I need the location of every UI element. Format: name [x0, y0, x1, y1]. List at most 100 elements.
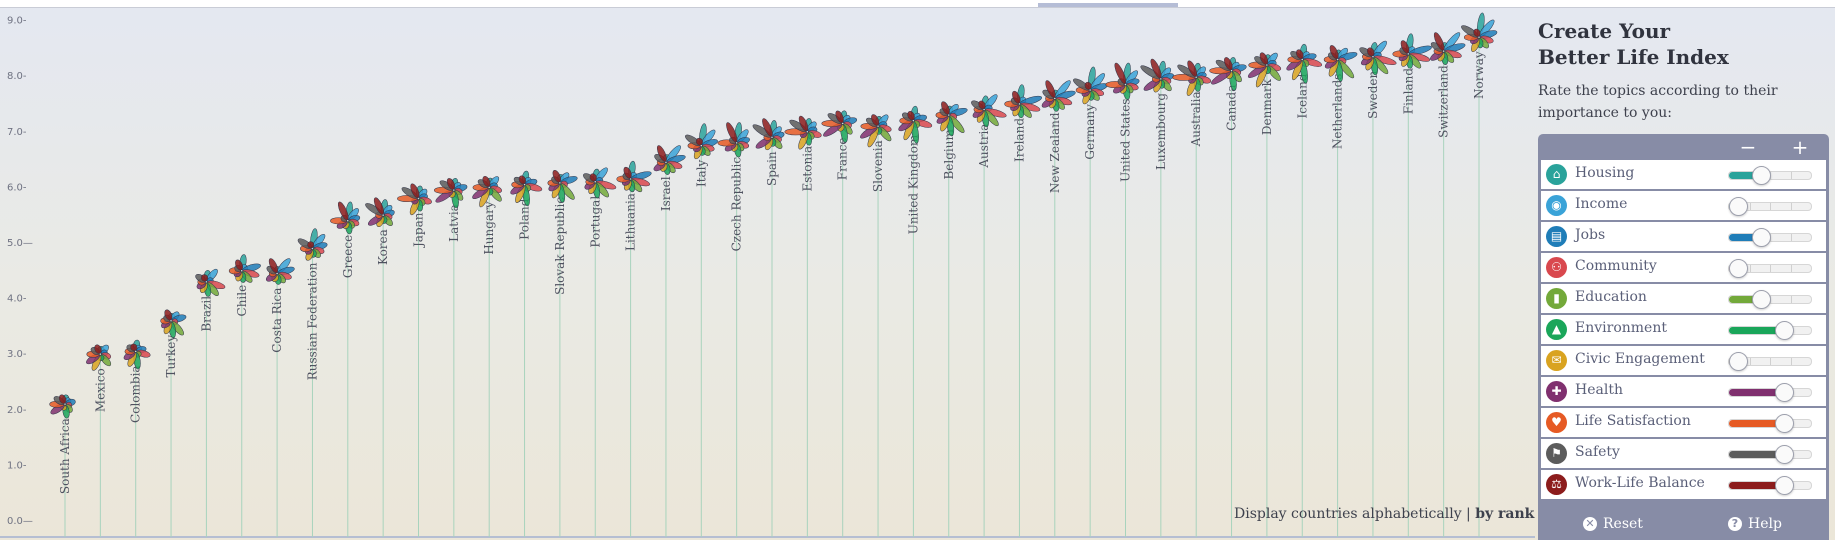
country-label[interactable]: Turkey: [164, 335, 178, 378]
slider-thumb[interactable]: [1752, 166, 1771, 185]
country-flower[interactable]: [1172, 60, 1212, 97]
country-label[interactable]: Chile: [235, 285, 249, 317]
country-label[interactable]: Korea: [376, 229, 390, 265]
country-flower[interactable]: [1247, 51, 1283, 88]
country-label[interactable]: Denmark: [1260, 78, 1274, 135]
country-flower[interactable]: [582, 166, 617, 199]
country-flower[interactable]: [751, 117, 785, 151]
topic-slider[interactable]: [1728, 197, 1812, 216]
country-label[interactable]: Australia: [1189, 91, 1203, 147]
country-flower[interactable]: [935, 100, 968, 137]
country-label[interactable]: Costa Rica: [270, 288, 284, 353]
country-flower[interactable]: [1323, 44, 1358, 82]
country-label[interactable]: Brazil: [199, 296, 213, 332]
topic-slider[interactable]: [1728, 414, 1812, 433]
decrease-all-button[interactable]: −: [1739, 135, 1757, 159]
country-flower[interactable]: [265, 257, 295, 285]
slider-thumb[interactable]: [1775, 383, 1794, 402]
country-label[interactable]: South Africa: [58, 418, 72, 494]
country-flower[interactable]: [821, 110, 858, 143]
country-flower[interactable]: [1209, 56, 1248, 91]
topic-slider[interactable]: [1728, 290, 1812, 309]
help-button[interactable]: ? Help: [1728, 508, 1782, 540]
country-label[interactable]: Greece: [341, 235, 355, 278]
reset-button[interactable]: ✕ Reset: [1583, 508, 1643, 540]
country-label[interactable]: Norway: [1472, 51, 1486, 99]
country-label[interactable]: Slovak Republic: [553, 197, 567, 295]
country-flower[interactable]: [1072, 66, 1108, 105]
country-label[interactable]: France: [836, 137, 850, 180]
increase-all-button[interactable]: +: [1791, 135, 1809, 159]
slider-thumb[interactable]: [1775, 476, 1794, 495]
topic-slider[interactable]: [1728, 352, 1812, 371]
country-flower[interactable]: [1004, 84, 1043, 119]
country-label[interactable]: Germany: [1083, 104, 1097, 160]
country-flower[interactable]: [1358, 39, 1397, 76]
country-flower[interactable]: [160, 309, 187, 339]
country-label[interactable]: Iceland: [1295, 73, 1309, 118]
topic-slider[interactable]: [1728, 383, 1812, 402]
topic-slider[interactable]: [1728, 228, 1812, 247]
slider-thumb[interactable]: [1752, 290, 1771, 309]
country-flower[interactable]: [1285, 43, 1323, 84]
country-label[interactable]: Switzerland: [1437, 65, 1451, 138]
country-flower[interactable]: [1392, 33, 1433, 70]
country-label[interactable]: Czech Republic: [730, 157, 744, 252]
country-flower[interactable]: [471, 175, 504, 208]
country-flower[interactable]: [859, 113, 893, 148]
country-label[interactable]: United Kingdom: [906, 134, 920, 234]
country-label[interactable]: Sweden: [1366, 70, 1380, 118]
country-label[interactable]: Canada: [1225, 85, 1239, 131]
country-label[interactable]: Italy: [694, 159, 708, 187]
country-label[interactable]: United States: [1119, 99, 1133, 182]
topic-slider[interactable]: [1728, 259, 1812, 278]
country-label[interactable]: Ireland: [1012, 118, 1026, 162]
country-flower[interactable]: [433, 177, 468, 209]
country-flower[interactable]: [897, 105, 933, 144]
country-flower[interactable]: [970, 93, 1007, 128]
country-label[interactable]: Russian Federation: [305, 262, 319, 380]
country-label[interactable]: Netherlands: [1331, 74, 1345, 150]
country-label[interactable]: Colombia: [129, 365, 143, 423]
topic-slider[interactable]: [1728, 321, 1812, 340]
country-label[interactable]: Finland: [1401, 68, 1415, 115]
country-flower[interactable]: [717, 121, 751, 158]
slider-thumb[interactable]: [1775, 321, 1794, 340]
country-flower[interactable]: [296, 228, 328, 261]
slider-thumb[interactable]: [1729, 352, 1748, 371]
country-label[interactable]: Israel: [659, 176, 673, 211]
country-flower[interactable]: [1429, 31, 1466, 65]
topic-slider[interactable]: [1728, 476, 1812, 495]
topic-slider[interactable]: [1728, 445, 1812, 464]
slider-thumb[interactable]: [1729, 259, 1748, 278]
country-flower[interactable]: [1105, 62, 1140, 100]
country-flower[interactable]: [330, 201, 361, 235]
slider-thumb[interactable]: [1775, 445, 1794, 464]
country-flower[interactable]: [652, 144, 686, 175]
country-label[interactable]: Austria: [977, 124, 991, 169]
country-label[interactable]: New Zealand: [1048, 112, 1062, 193]
country-label[interactable]: Japan: [412, 212, 426, 249]
country-label[interactable]: Latvia: [447, 204, 461, 242]
country-label[interactable]: Luxembourg: [1154, 93, 1168, 170]
country-flower[interactable]: [1139, 58, 1174, 93]
country-flower[interactable]: [364, 196, 395, 228]
country-label[interactable]: Spain: [765, 151, 779, 186]
country-flower[interactable]: [784, 115, 822, 151]
country-flower[interactable]: [684, 123, 719, 160]
country-flower[interactable]: [194, 267, 226, 297]
country-label[interactable]: Slovenia: [871, 140, 885, 192]
sort-by-rank-link[interactable]: by rank: [1475, 506, 1535, 522]
country-label[interactable]: Poland: [518, 198, 532, 240]
country-label[interactable]: Mexico: [93, 368, 107, 412]
country-flower[interactable]: [509, 170, 543, 207]
country-flower[interactable]: [123, 339, 152, 370]
sort-alphabetical-link[interactable]: Display countries alphabetically: [1234, 506, 1462, 522]
country-flower[interactable]: [616, 160, 652, 194]
country-flower[interactable]: [49, 394, 76, 419]
country-flower[interactable]: [1460, 12, 1498, 53]
topic-slider[interactable]: [1728, 166, 1812, 185]
country-flower[interactable]: [1041, 79, 1077, 112]
country-label[interactable]: Belgium: [942, 129, 956, 180]
country-label[interactable]: Lithuania: [624, 193, 638, 251]
